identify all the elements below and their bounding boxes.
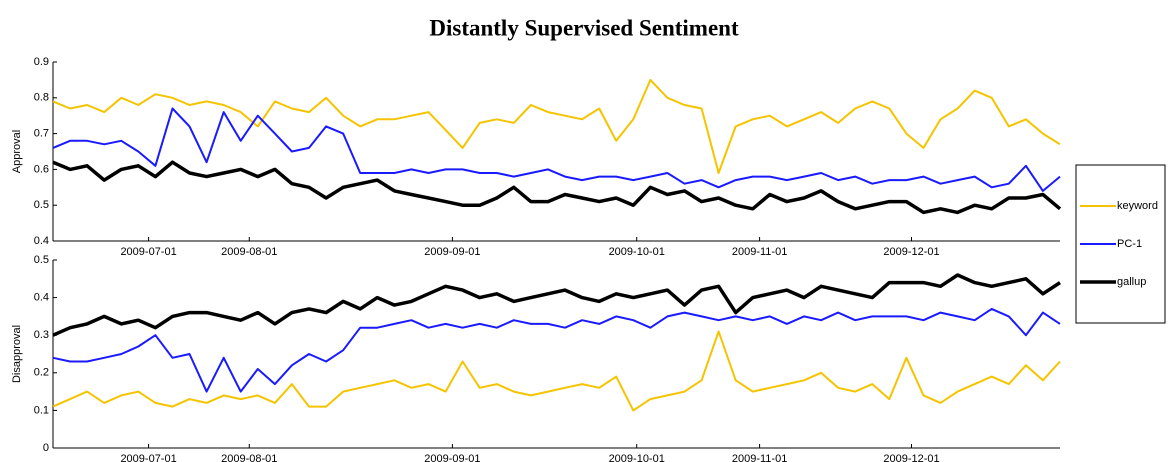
- y-tick-label: 0.8: [34, 92, 49, 104]
- legend-label: gallup: [1117, 276, 1146, 288]
- x-tick-label: 2009-07-01: [120, 246, 176, 258]
- y-tick-label: 0: [43, 442, 49, 454]
- legend-label: keyword: [1117, 200, 1158, 212]
- chart-title: Distantly Supervised Sentiment: [429, 15, 739, 40]
- y-tick-label: 0.4: [34, 235, 49, 247]
- y-tick-label: 0.2: [34, 367, 49, 379]
- x-tick-label: 2009-07-01: [120, 453, 176, 462]
- y-tick-label: 0.6: [34, 163, 49, 175]
- y-axis-label: Disapproval: [11, 325, 23, 383]
- y-tick-label: 0.5: [34, 199, 49, 211]
- x-tick-label: 2009-12-01: [883, 246, 939, 258]
- y-tick-label: 0.9: [34, 56, 49, 68]
- x-tick-label: 2009-12-01: [883, 453, 939, 462]
- series-line: [52, 107, 1061, 192]
- y-axis-label: Approval: [11, 130, 23, 173]
- series-line: [52, 330, 1061, 412]
- series-line: [52, 160, 1062, 215]
- y-tick-label: 0.4: [34, 292, 49, 304]
- x-tick-label: 2009-10-01: [609, 246, 665, 258]
- x-tick-label: 2009-08-01: [221, 246, 277, 258]
- y-tick-label: 0.5: [34, 254, 49, 266]
- x-tick-label: 2009-08-01: [221, 453, 277, 462]
- y-tick-label: 0.7: [34, 128, 49, 140]
- x-tick-label: 2009-11-01: [732, 453, 787, 462]
- legend-label: PC-1: [1117, 238, 1142, 250]
- x-tick-label: 2009-09-01: [424, 453, 480, 462]
- x-tick-label: 2009-10-01: [609, 453, 665, 462]
- series-line: [52, 307, 1061, 393]
- x-tick-label: 2009-11-01: [732, 246, 787, 258]
- y-tick-label: 0.1: [34, 404, 49, 416]
- series-line: [52, 78, 1061, 174]
- y-tick-label: 0.3: [34, 329, 49, 341]
- series-line: [52, 273, 1061, 337]
- x-tick-label: 2009-09-01: [424, 246, 480, 258]
